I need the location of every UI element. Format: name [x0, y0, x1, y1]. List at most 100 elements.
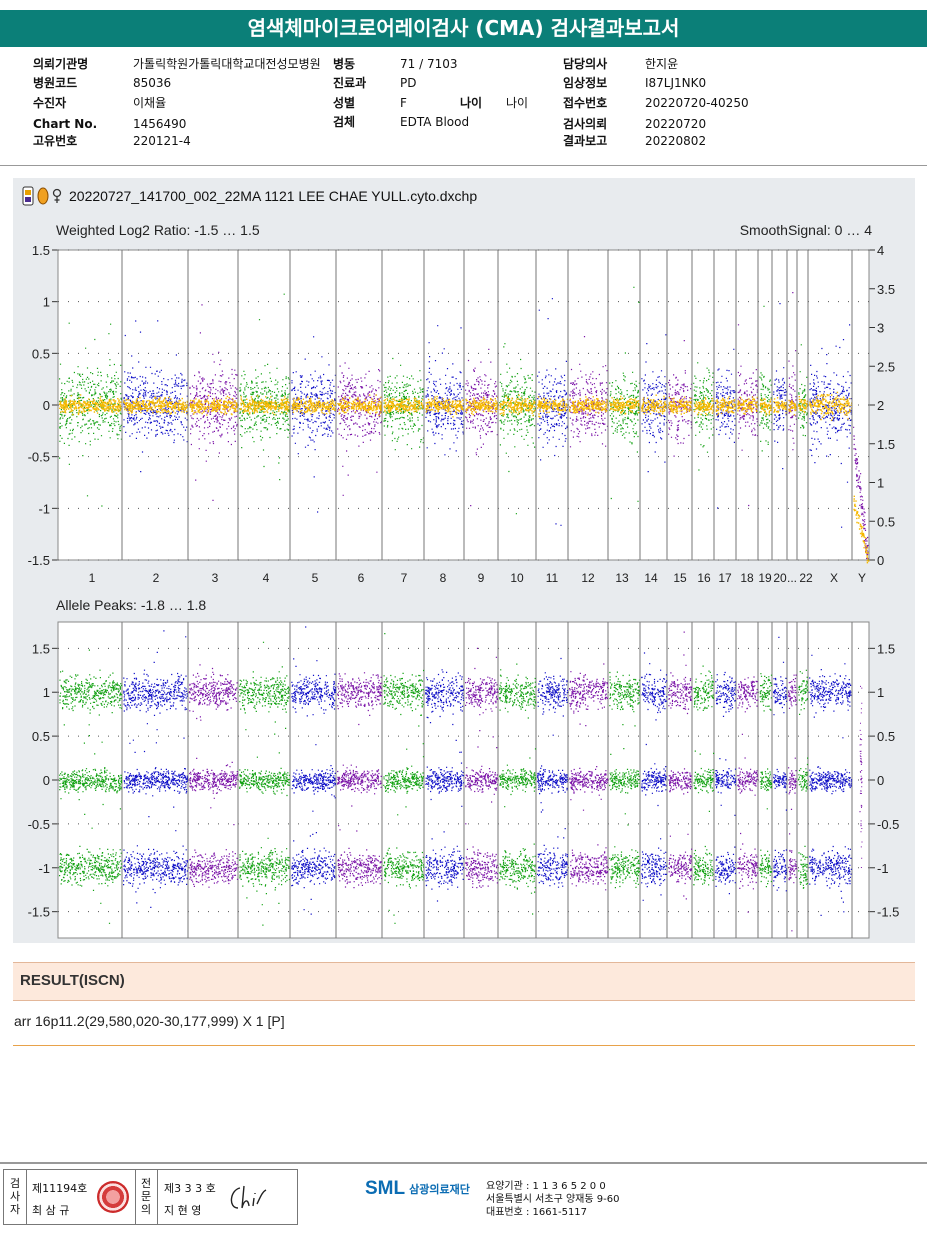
x-tick-label: 18	[740, 571, 754, 585]
cma-chart: 1.510.50-0.5-1-1.543.532.521.510.501 2 3 4 5…	[28, 222, 900, 939]
y-tick-label: 1	[43, 295, 50, 310]
ratio-points	[668, 340, 693, 457]
org-code: 요양기관 : 1 1 3 6 5 2 0 0	[486, 1181, 606, 1192]
chrom-scatter-19	[759, 305, 773, 452]
value-physician: 한지윤	[645, 57, 679, 71]
chrom-allele-7	[383, 633, 425, 924]
chrom-scatter-7	[383, 357, 425, 451]
x-tick-label: 22	[799, 571, 813, 585]
y-tick-label: 1.5	[32, 243, 50, 258]
smooth-signal-points	[759, 398, 773, 416]
log2-ratio-title: Weighted Log2 Ratio: -1.5 … 1.5	[56, 222, 260, 238]
x-tick-label: 11	[546, 571, 559, 585]
sml-logo-text: SML	[365, 1178, 406, 1199]
label-hospital-code: 병원코드	[33, 76, 78, 90]
chrom-allele-13	[609, 671, 641, 889]
y2-tick-label: 1.5	[877, 641, 895, 656]
x-tick-label: 4	[263, 571, 270, 585]
smooth-signal-points	[189, 394, 238, 416]
label-ward: 병동	[333, 57, 356, 71]
chrom-scatter-4	[239, 293, 291, 481]
allele-points	[859, 685, 863, 868]
label-age: 나이	[460, 96, 483, 110]
allele-peaks-plot	[57, 621, 870, 939]
ratio-points	[853, 426, 869, 560]
allele-peaks-axis: 1.5 1 0.5 0 -0.5 -1 -1.5 1.5 1 0.5 0 -0.5 -1 -1.5	[28, 641, 900, 919]
result-divider	[13, 1045, 915, 1046]
smooth-signal-points	[668, 396, 693, 415]
smooth-signal-points	[609, 395, 641, 415]
smooth-signal-points	[337, 394, 383, 417]
label-physician: 담당의사	[563, 57, 608, 71]
label-test-request: 검사의뢰	[563, 117, 608, 131]
chrom-scatter-2	[123, 320, 189, 473]
label-department: 진료과	[333, 76, 367, 90]
doctor-name: 지 현 영	[164, 1204, 202, 1217]
doctor-license: 제3 3 3 호	[164, 1182, 216, 1195]
y-tick-label: 1.5	[32, 641, 50, 656]
x-tick-label: 16	[697, 571, 711, 585]
x-tick-label: 13	[615, 571, 629, 585]
allele-points	[773, 636, 788, 892]
allele-points	[291, 626, 337, 915]
allele-points	[798, 669, 809, 889]
file-header: 20220727_141700_002_22MA 1121 LEE CHAE Y…	[22, 185, 477, 207]
result-heading-text: RESULT(ISCN)	[20, 972, 125, 989]
chrom-allele-10	[499, 663, 537, 915]
y-tick-label: -0.5	[28, 817, 50, 832]
chrom-allele-11	[537, 657, 569, 888]
y-tick-label: 0.5	[32, 346, 50, 361]
chrom-scatter-8	[425, 325, 465, 456]
label-chart-no: Chart No.	[33, 117, 98, 131]
ratio-points	[798, 344, 808, 437]
chrom-scatter-16	[693, 362, 715, 471]
allele-points	[809, 654, 853, 916]
label-accession-no: 접수번호	[563, 96, 608, 110]
value-requesting-institution: 가톨릭학원가톨릭대학교대전성모병원	[133, 57, 321, 71]
value-chart-no: 1456490	[133, 117, 187, 131]
allele-points	[239, 641, 291, 926]
chrom-allele-14	[641, 652, 668, 901]
allele-points	[337, 672, 383, 889]
allele-peaks-title: Allele Peaks: -1.8 … 1.8	[56, 597, 206, 613]
x-tick-label: 1	[89, 571, 96, 585]
log2-ratio-plot	[57, 249, 870, 564]
value-clinical-info: I87LJ1NK0	[645, 76, 707, 90]
chrom-allele-6	[337, 672, 383, 889]
y2-tick-label: 4	[877, 243, 884, 258]
x-tick-label: 5	[312, 571, 319, 585]
chrom-allele-16	[693, 665, 715, 886]
label-specimen: 검체	[333, 115, 356, 129]
chip-icon	[22, 186, 34, 206]
y2-tick-label: -1	[877, 861, 889, 876]
y2-tick-label: 0.5	[877, 514, 895, 529]
x-tick-label: 10	[510, 571, 524, 585]
chrom-allele-19	[759, 673, 773, 888]
y-tick-label: 0	[43, 398, 50, 413]
label-unique-id: 고유번호	[33, 134, 78, 148]
y2-tick-label: 3.5	[877, 282, 895, 297]
smooth-signal-points	[291, 396, 337, 415]
y-tick-label: -0.5	[28, 450, 50, 465]
smooth-signal-points	[499, 394, 537, 417]
smooth-signal-points	[537, 396, 569, 418]
ratio-points	[337, 362, 383, 496]
org-phone: 대표번호 : 1661-5117	[486, 1207, 588, 1218]
x-tick-label: 19	[758, 571, 772, 585]
value-hospital-code: 85036	[133, 76, 172, 90]
sml-logo: SML 삼광의료재단	[365, 1178, 470, 1200]
ratio-points	[59, 322, 123, 507]
chrom-allele-22	[798, 669, 809, 889]
allele-points	[788, 674, 797, 932]
allele-points	[759, 673, 773, 888]
chrom-allele-12	[569, 663, 609, 891]
y2-tick-label: 0	[877, 773, 884, 788]
x-tick-label: 15	[673, 571, 687, 585]
doctor-signature-icon	[230, 1185, 267, 1209]
org-address: 요양기관 : 1 1 3 6 5 2 0 0 서울특별시 서초구 양재동 9-6…	[486, 1180, 619, 1219]
chrom-scatter-5	[291, 336, 337, 513]
y2-tick-label: 2	[877, 398, 884, 413]
smooth-signal-points	[737, 396, 759, 415]
